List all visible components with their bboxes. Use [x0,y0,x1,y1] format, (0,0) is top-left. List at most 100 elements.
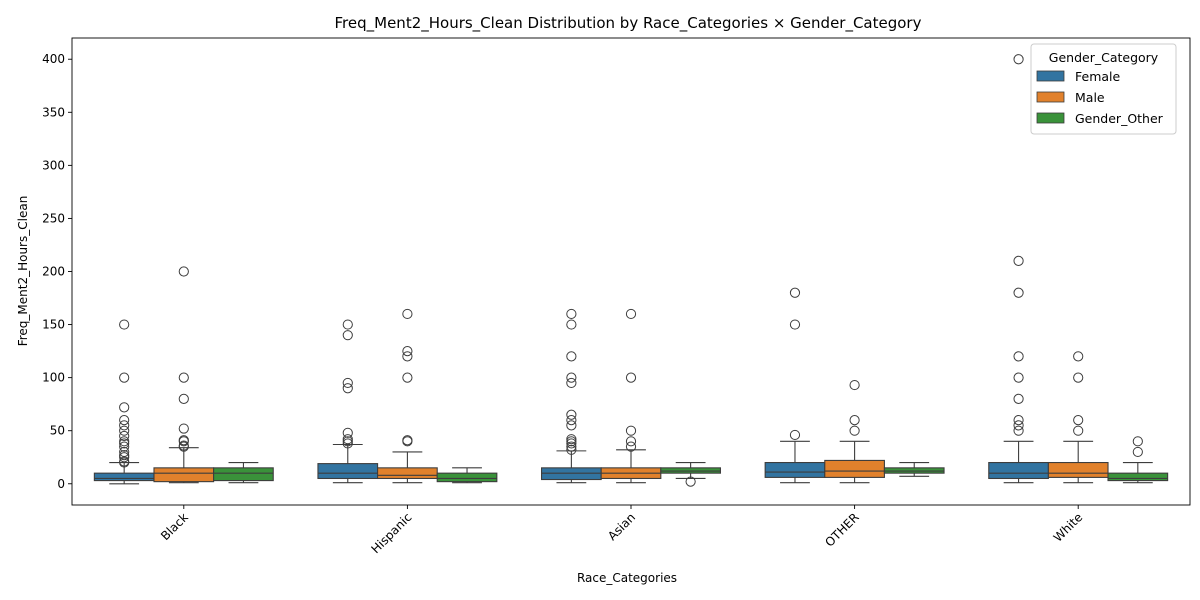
legend-label-female: Female [1075,69,1121,84]
legend-label-gender_other: Gender_Other [1075,111,1164,126]
x-axis: Black Hispanic Asian OTHER White [158,505,1085,556]
box-iqr [824,459,885,478]
box-gender_other-other [883,461,945,477]
outlier-point [1013,351,1024,362]
y-tick-label: 250 [42,211,65,225]
outlier-point [566,436,577,447]
outlier-point [342,319,353,330]
outlier-point [789,287,801,298]
outlier-point [1013,54,1024,65]
outlier-point [849,379,860,391]
legend-frame [1030,43,1177,135]
box-male-black [153,266,215,484]
box-female-black [93,319,155,485]
outlier-point [1073,425,1084,436]
outlier-point [119,430,130,442]
outlier-point [1132,446,1143,458]
box-female-hispanic [317,319,379,484]
x-tick-label: Asian [605,510,638,543]
outlier-point [119,319,130,330]
outlier-point [119,452,130,463]
outlier-point [178,436,189,447]
y-axis-label: Freq_Ment2_Hours_Clean [16,196,30,347]
outlier-point [119,420,130,431]
outlier-point [625,372,637,383]
legend: Gender_Category Female Male Gender_Other [1030,43,1177,135]
outlier-point [566,308,577,320]
outlier-point [1013,420,1024,431]
x-tick-label: Black [158,510,191,543]
box-male-asian [600,308,662,484]
box-male-white [1047,351,1109,484]
outlier-point [402,346,413,357]
outlier-point [178,441,189,452]
outlier-point [625,308,637,320]
outlier-point [566,409,577,420]
x-tick-label: White [1051,510,1086,545]
box-male-other [824,379,885,484]
box-gender_other-white [1107,436,1169,484]
box-iqr [317,463,379,480]
box-gender_other-hispanic [436,467,498,484]
box-iqr [153,467,215,483]
outlier-point [566,420,577,431]
outlier-point [566,441,577,452]
box-iqr [1107,472,1169,482]
outlier-point [1132,436,1143,447]
outlier-point [1073,372,1084,383]
y-tick-label: 50 [50,424,65,438]
chart-title: Freq_Ment2_Hours_Clean Distribution by R… [335,14,922,33]
outlier-point [342,438,353,449]
y-tick-label: 300 [42,158,65,172]
outlier-point [1013,414,1024,426]
y-tick-label: 400 [42,52,65,66]
outlier-point [119,425,130,436]
outlier-point [789,319,801,330]
outlier-point [566,438,577,449]
box-iqr [988,461,1049,480]
x-tick-label: Hispanic [368,510,414,556]
outlier-point [625,425,637,436]
outlier-point [1013,287,1024,298]
outlier-point [178,423,189,434]
box-iqr [213,467,274,482]
outlier-point [566,414,577,426]
plot-area [71,37,1191,506]
outlier-point [1013,372,1024,383]
x-tick-label: OTHER [822,510,861,549]
outlier-point [178,393,189,404]
outlier-point [1073,414,1084,426]
y-tick-label: 350 [42,105,65,119]
legend-label-male: Male [1075,90,1105,105]
box-female-other [764,287,826,484]
legend-swatch-male [1036,91,1065,103]
outlier-point [566,351,577,362]
box-gender_other-asian [660,461,721,487]
box-iqr [436,472,498,483]
x-axis-label: Race_Categories [577,571,677,585]
outlier-point [119,436,130,447]
y-tick-label: 150 [42,318,65,332]
outlier-point [178,372,189,383]
outlier-point [402,372,413,383]
box-iqr [764,461,826,478]
outlier-point [119,438,130,449]
outlier-point [1013,425,1024,436]
outlier-point [402,436,413,447]
outlier-point [849,414,860,426]
outlier-point [566,319,577,330]
outlier-point [119,402,130,413]
outlier-point [566,372,577,383]
legend-swatch-female [1036,70,1065,82]
outlier-point [1013,393,1024,404]
outlier-point [402,351,413,362]
legend-swatch-gender_other [1036,112,1065,124]
box-female-asian [541,308,602,484]
outlier-point [342,383,353,394]
outlier-point [566,444,577,455]
box-iqr [377,467,438,480]
box-iqr [1047,461,1109,478]
outlier-point [1073,351,1084,362]
outlier-point [342,330,353,341]
